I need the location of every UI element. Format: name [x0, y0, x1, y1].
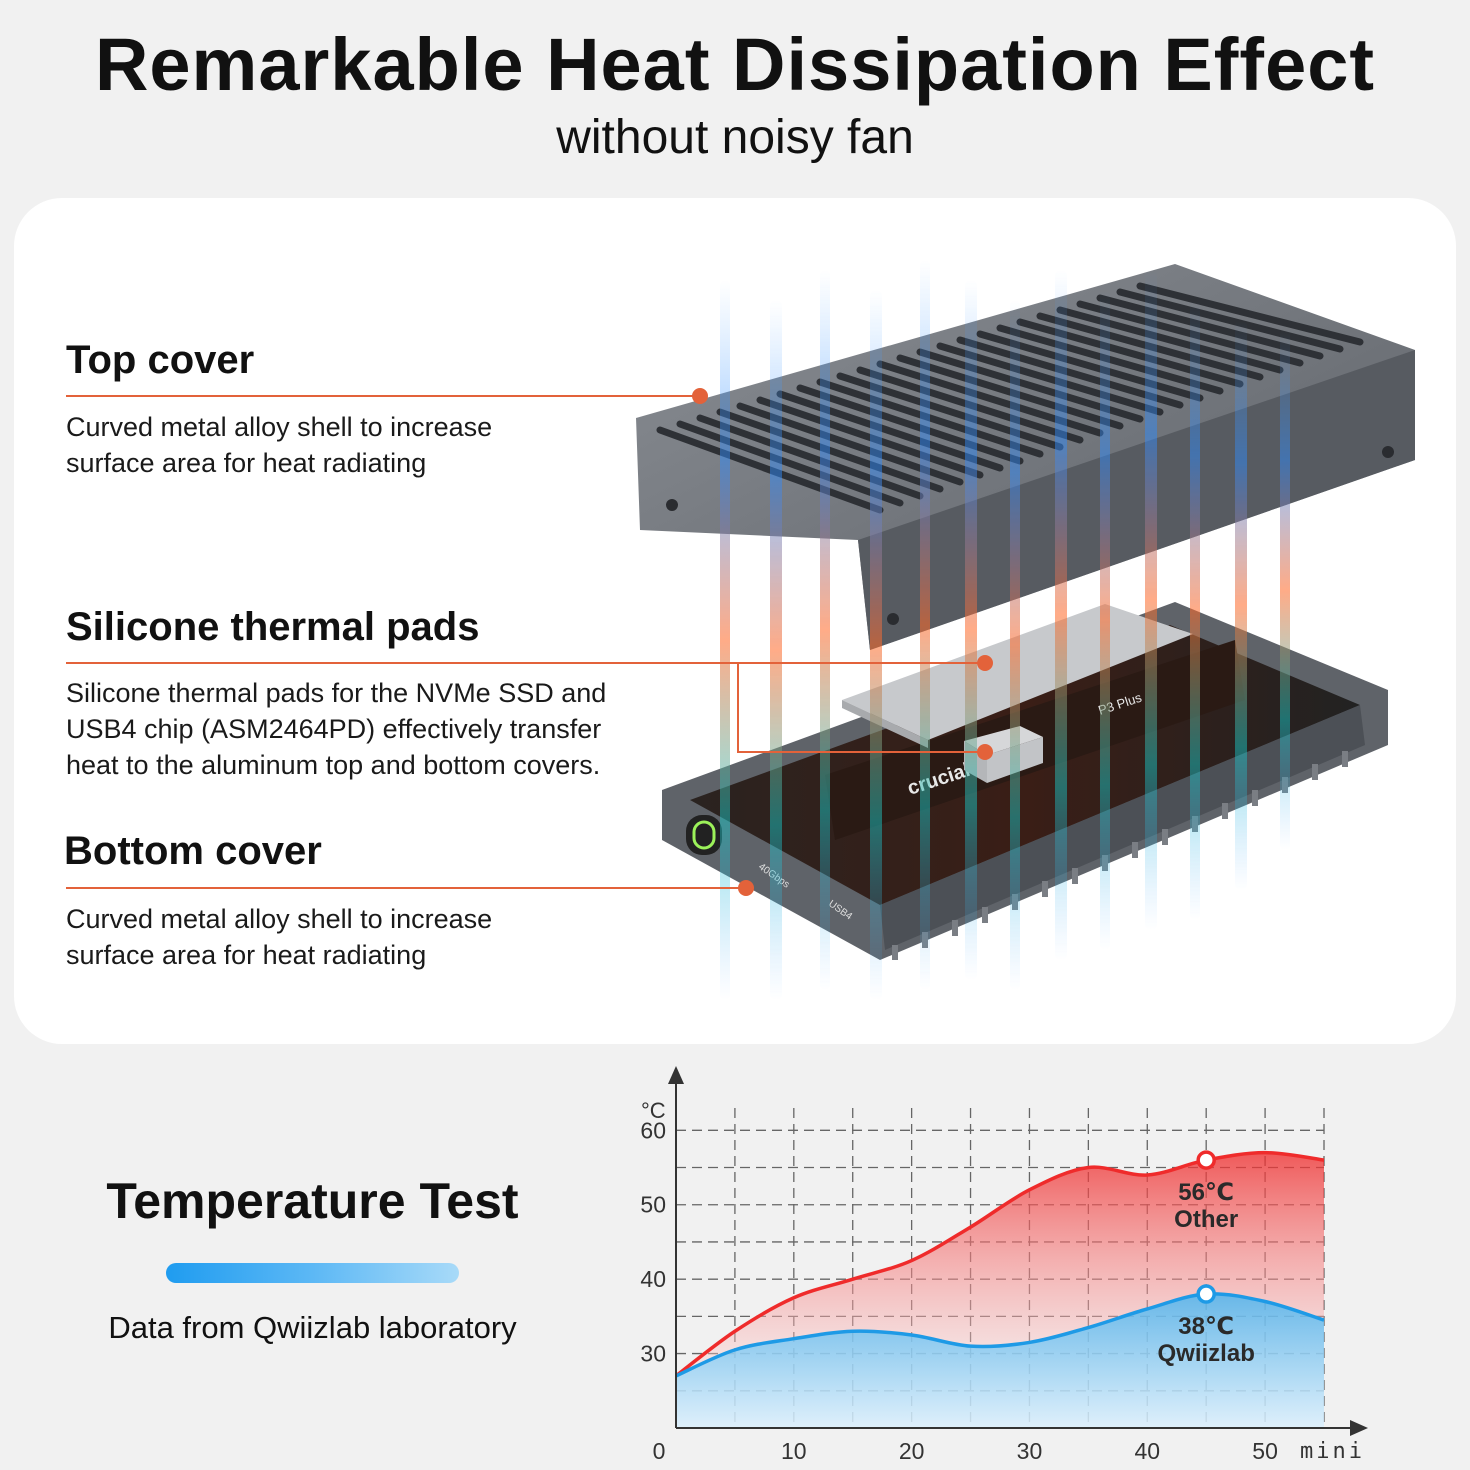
chart-axes: °C mini: [641, 1066, 1368, 1464]
feature-title-thermal-pads: Silicone thermal pads: [66, 605, 480, 649]
chart-ticks: 30 40 50 60 0 10 20 30 40 50: [640, 1117, 1277, 1464]
annotation-value-other: 56℃: [1178, 1179, 1234, 1206]
callout-dot-usb4-pad: [977, 744, 993, 760]
chart-areas: [674, 1150, 1325, 1428]
feature-title-top-cover: Top cover: [66, 338, 255, 382]
page-subtitle: without noisy fan: [556, 111, 914, 164]
series-area-other: [676, 1152, 1324, 1428]
x-tick-label: 20: [899, 1438, 925, 1464]
annotation-value-qwiizlab: 38℃: [1178, 1313, 1234, 1340]
temperature-test-title: Temperature Test: [106, 1173, 519, 1229]
marker-other: [1196, 1150, 1216, 1170]
feature-desc-top-cover: Curved metal alloy shell to increase sur…: [66, 409, 492, 481]
x-tick-label: 50: [1252, 1438, 1278, 1464]
series-area-qwiizlab: [676, 1293, 1324, 1428]
accent-bar: [166, 1263, 459, 1283]
y-axis-unit-label: °C: [641, 1098, 666, 1123]
y-tick-label: 60: [640, 1117, 666, 1143]
x-axis-unit-label: mini: [1300, 1439, 1365, 1464]
screw-hole-icon: [887, 613, 899, 625]
x-tick-label: 0: [653, 1438, 666, 1464]
feature-desc-line: Curved metal alloy shell to increase: [66, 904, 493, 934]
annotation-name-other: Other: [1174, 1206, 1238, 1233]
feature-desc-thermal-pads: Silicone thermal pads for the NVMe SSD a…: [66, 675, 606, 783]
x-tick-label: 10: [781, 1438, 807, 1464]
feature-desc-line: USB4 chip (ASM2464PD) effectively transf…: [66, 714, 602, 744]
screw-hole-icon: [666, 499, 678, 511]
feature-desc-line: heat to the aluminum top and bottom cove…: [66, 750, 601, 780]
chart-grid: [676, 1108, 1325, 1428]
data-source-text: Data from Qwiizlab laboratory: [108, 1310, 517, 1345]
callout-dot-bottom-cover: [738, 880, 754, 896]
page-title: Remarkable Heat Dissipation Effect: [94, 23, 1376, 106]
y-axis-arrow-icon: [668, 1066, 684, 1084]
screw-hole-icon: [1382, 446, 1394, 458]
y-tick-label: 40: [640, 1266, 666, 1292]
callout-dot-top-cover: [692, 388, 708, 404]
feature-desc-line: Curved metal alloy shell to increase: [66, 412, 493, 442]
y-tick-label: 30: [640, 1341, 666, 1367]
x-tick-label: 40: [1134, 1438, 1160, 1464]
feature-desc-bottom-cover: Curved metal alloy shell to increase sur…: [66, 901, 492, 973]
feature-title-bottom-cover: Bottom cover: [64, 829, 322, 873]
y-tick-label: 50: [640, 1192, 666, 1218]
series-line-qwiizlab: [675, 1292, 1325, 1378]
top-cover: [636, 264, 1415, 650]
feature-desc-line: Silicone thermal pads for the NVMe SSD a…: [66, 678, 607, 708]
feature-desc-line: surface area for heat radiating: [66, 448, 427, 478]
x-axis-arrow-icon: [1350, 1420, 1368, 1436]
annotation-name-qwiizlab: Qwiizlab: [1158, 1340, 1255, 1367]
callout-dot-ssd-pad: [977, 655, 993, 671]
enclosure-exploded-illustration: crucial P3 Plus 40Gbps USB4: [66, 260, 1415, 1000]
marker-qwiizlab: [1196, 1284, 1216, 1304]
feature-desc-line: surface area for heat radiating: [66, 940, 427, 970]
usb-c-led-icon: [692, 820, 716, 850]
callout-line-usb4-pad: [66, 662, 985, 753]
callout-lines: [66, 395, 985, 889]
heat-flow-streaks: [720, 260, 1290, 1000]
series-line-other: [674, 1150, 1325, 1378]
x-tick-label: 30: [1017, 1438, 1043, 1464]
